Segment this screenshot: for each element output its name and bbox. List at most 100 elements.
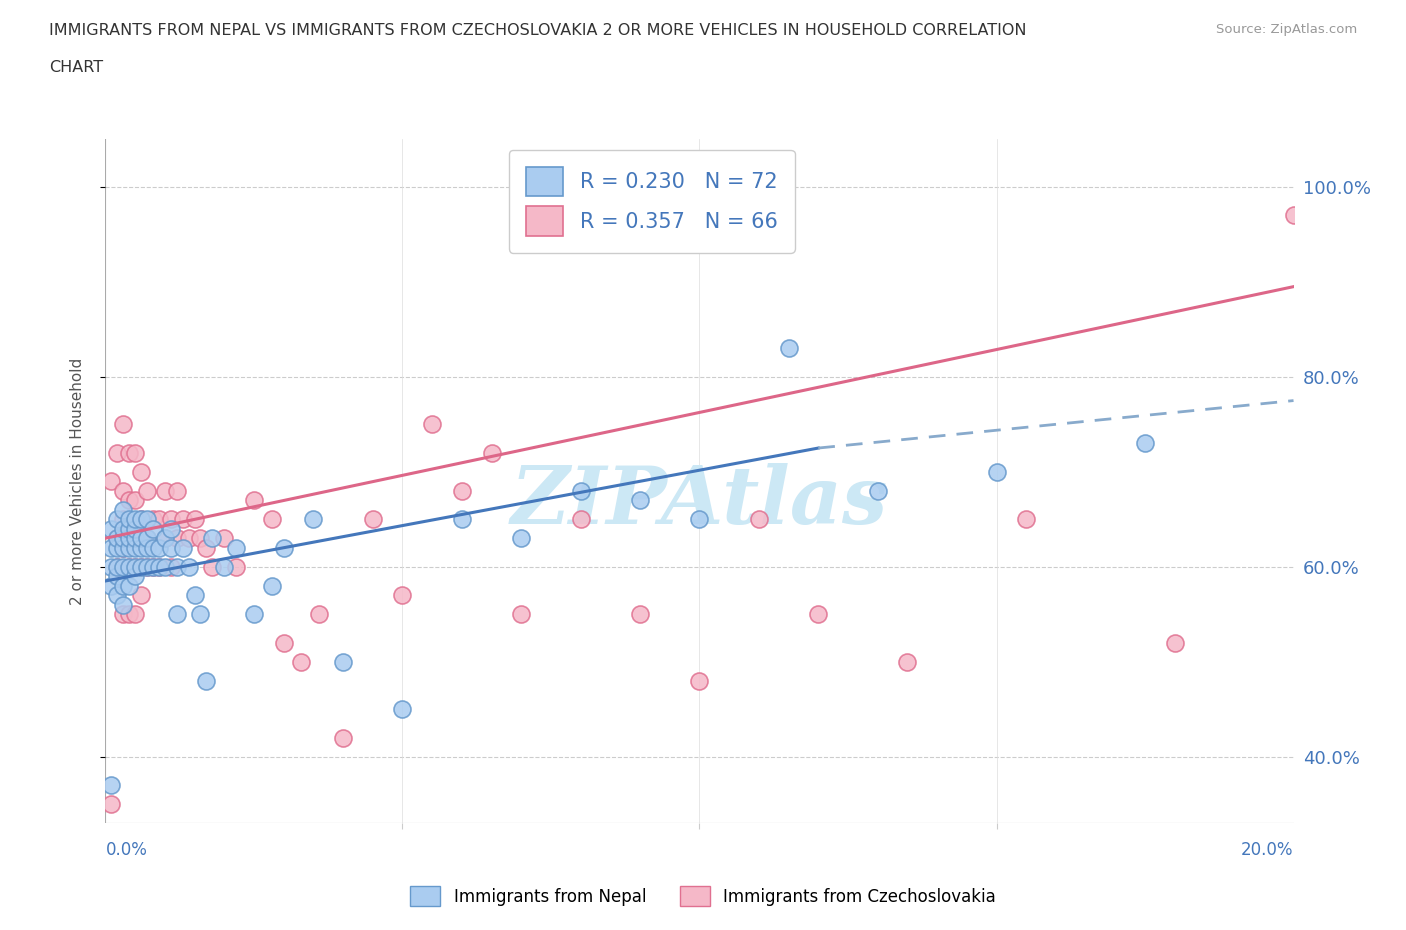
Point xyxy=(112,540,135,555)
Point xyxy=(124,606,146,621)
Point xyxy=(391,702,413,717)
Point xyxy=(201,559,224,574)
Point xyxy=(225,540,247,555)
Point xyxy=(896,654,918,669)
Point xyxy=(481,445,503,460)
Point xyxy=(100,777,122,792)
Point xyxy=(183,588,205,603)
Point xyxy=(118,578,141,593)
Point xyxy=(124,569,146,584)
Point xyxy=(118,606,141,621)
Point xyxy=(129,559,152,574)
Point xyxy=(153,484,176,498)
Point xyxy=(361,512,384,526)
Point xyxy=(100,540,122,555)
Point xyxy=(159,559,181,574)
Point xyxy=(105,445,128,460)
Point xyxy=(105,540,128,555)
Text: 0.0%: 0.0% xyxy=(105,841,148,859)
Point xyxy=(201,531,224,546)
Point xyxy=(243,606,266,621)
Point xyxy=(273,540,295,555)
Point xyxy=(129,512,152,526)
Text: Source: ZipAtlas.com: Source: ZipAtlas.com xyxy=(1216,23,1357,36)
Point xyxy=(124,559,146,574)
Point xyxy=(118,559,141,574)
Point xyxy=(1282,208,1305,223)
Point xyxy=(243,493,266,508)
Point xyxy=(112,512,135,526)
Point xyxy=(112,522,135,537)
Point xyxy=(100,797,122,812)
Point xyxy=(142,512,165,526)
Point xyxy=(148,559,170,574)
Point xyxy=(450,512,472,526)
Point xyxy=(290,654,312,669)
Point xyxy=(190,606,212,621)
Point xyxy=(112,597,135,612)
Point xyxy=(136,559,159,574)
Point xyxy=(172,540,194,555)
Point xyxy=(450,484,472,498)
Point xyxy=(118,522,141,537)
Point xyxy=(129,559,152,574)
Point xyxy=(142,559,165,574)
Point xyxy=(118,540,141,555)
Point xyxy=(214,559,236,574)
Legend: R = 0.230   N = 72, R = 0.357   N = 66: R = 0.230 N = 72, R = 0.357 N = 66 xyxy=(509,150,794,253)
Point xyxy=(153,531,176,546)
Point xyxy=(153,531,176,546)
Point xyxy=(142,540,165,555)
Point xyxy=(177,559,200,574)
Point xyxy=(124,559,146,574)
Point xyxy=(159,522,181,537)
Point xyxy=(166,559,188,574)
Point xyxy=(273,635,295,650)
Point xyxy=(148,540,170,555)
Point xyxy=(112,484,135,498)
Point xyxy=(118,559,141,574)
Point xyxy=(124,531,146,546)
Point xyxy=(628,606,651,621)
Point xyxy=(195,540,218,555)
Point xyxy=(1164,635,1187,650)
Point xyxy=(100,559,122,574)
Point xyxy=(172,512,194,526)
Point xyxy=(190,531,212,546)
Point xyxy=(124,493,146,508)
Point xyxy=(112,531,135,546)
Point xyxy=(118,445,141,460)
Point xyxy=(112,540,135,555)
Point xyxy=(136,531,159,546)
Point xyxy=(124,540,146,555)
Y-axis label: 2 or more Vehicles in Household: 2 or more Vehicles in Household xyxy=(70,358,84,604)
Point xyxy=(748,512,770,526)
Point xyxy=(177,531,200,546)
Point xyxy=(129,464,152,479)
Point xyxy=(124,531,146,546)
Point xyxy=(628,493,651,508)
Point xyxy=(195,673,218,688)
Text: CHART: CHART xyxy=(49,60,103,75)
Point xyxy=(166,531,188,546)
Text: ZIPAtlas: ZIPAtlas xyxy=(510,463,889,540)
Point xyxy=(183,512,205,526)
Point xyxy=(166,484,188,498)
Point xyxy=(118,531,141,546)
Point xyxy=(112,417,135,432)
Point xyxy=(136,531,159,546)
Point xyxy=(100,522,122,537)
Point xyxy=(136,484,159,498)
Point xyxy=(142,522,165,537)
Legend: Immigrants from Nepal, Immigrants from Czechoslovakia: Immigrants from Nepal, Immigrants from C… xyxy=(404,880,1002,912)
Text: 20.0%: 20.0% xyxy=(1241,841,1294,859)
Point xyxy=(332,730,354,745)
Point xyxy=(124,522,146,537)
Point xyxy=(112,578,135,593)
Point xyxy=(142,559,165,574)
Point xyxy=(569,512,592,526)
Point xyxy=(118,531,141,546)
Point xyxy=(112,606,135,621)
Point xyxy=(153,559,176,574)
Point xyxy=(308,606,330,621)
